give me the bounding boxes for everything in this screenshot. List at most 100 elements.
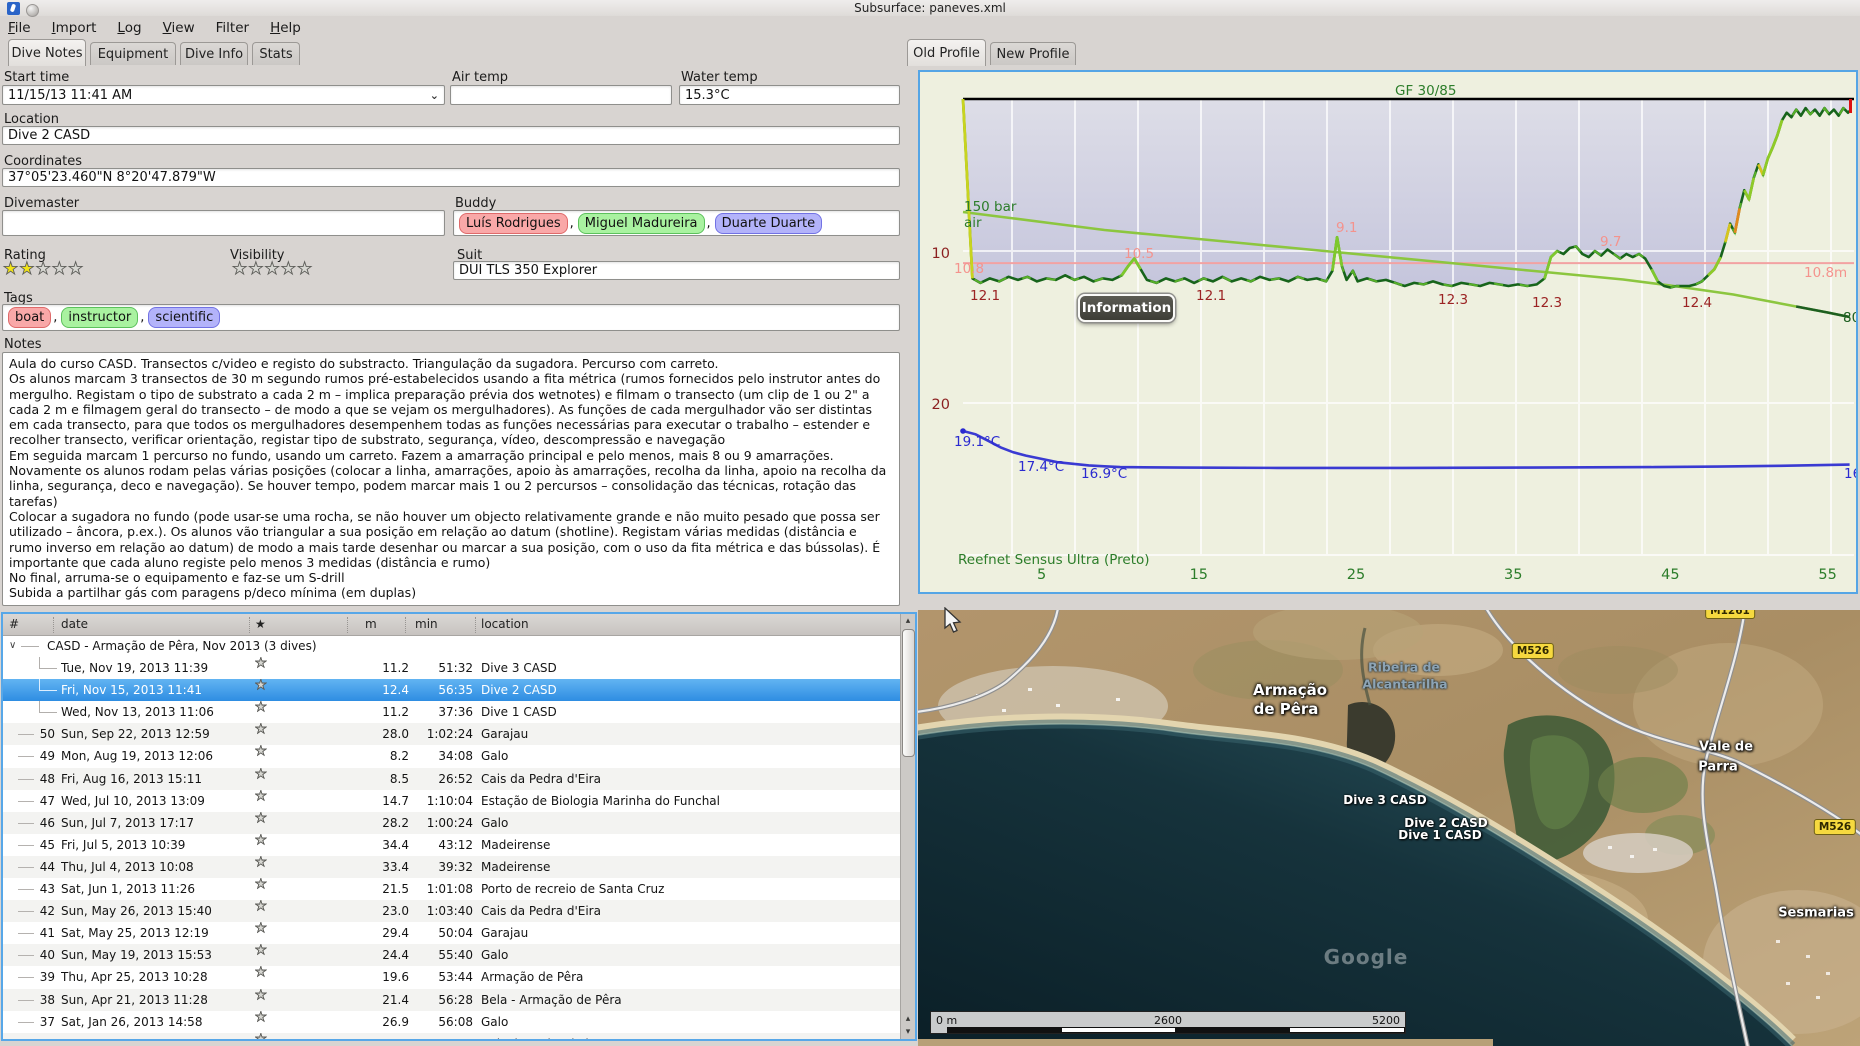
- dive-site-map[interactable]: Armação de Pêra Ribeira de Alcantarilha Vale…: [918, 610, 1860, 1046]
- road-badge: M526: [1511, 643, 1555, 659]
- menu-log[interactable]: Log: [117, 19, 142, 36]
- col-header[interactable]: date: [61, 617, 89, 631]
- star-icon: ★: [255, 811, 268, 826]
- buddy-input[interactable]: Luís Rodrigues, Miguel Madureira, Duarte D…: [453, 210, 900, 236]
- menubar: File Import Log View Filter Help: [8, 17, 301, 38]
- star-icon: ★: [255, 900, 268, 915]
- air-temp-input[interactable]: [450, 85, 672, 105]
- star-icon: ★: [255, 657, 268, 671]
- star-icon: ★: [255, 1032, 268, 1041]
- satellite-map-image: [918, 610, 1860, 1046]
- dive-row[interactable]: 40 Sun, May 19, 2013 15:53 ★ ★ ★ ★ ★ 24.4 55:40 G…: [3, 944, 900, 967]
- dive-row[interactable]: 50 Sun, Sep 22, 2013 12:59 ★ ★ ★ ★ ★ 28.0 1:02:2…: [3, 723, 900, 746]
- dive-row[interactable]: 41 Sat, May 25, 2013 12:19 ★ ★ ★ ★ ★ 29.4 50:04 G…: [3, 922, 900, 944]
- dive-row[interactable]: Fri, Nov 15, 2013 11:41 ★ ★ ★ ★ ★ 12.4 56:35 Div…: [3, 679, 900, 702]
- information-button[interactable]: Information: [1078, 294, 1175, 322]
- chip-scientific[interactable]: scientific: [148, 307, 221, 328]
- trip-row[interactable]: ∨ CASD - Armação de Pêra, Nov 2013 (3 di…: [3, 635, 900, 657]
- tab-dive-info[interactable]: Dive Info: [180, 42, 248, 65]
- star-icon: ★: [255, 679, 268, 694]
- rating-label: Rating: [4, 248, 46, 263]
- star-icon: ★: [3, 259, 20, 279]
- star-icon: ★: [255, 767, 268, 782]
- dive-row[interactable]: 46 Sun, Jul 7, 2013 17:17 ★ ★ ★ ★ ★ 28.2 1:00:24…: [3, 811, 900, 834]
- dive-row[interactable]: 37 Sat, Jan 26, 2013 14:58 ★ ★ ★ ★ ★ 26.9 56:08 G…: [3, 1011, 900, 1033]
- collapse-icon[interactable]: ∨: [9, 640, 17, 651]
- star-icon: ★: [255, 944, 268, 959]
- svg-text:10.8: 10.8: [954, 261, 984, 277]
- tab-equipment[interactable]: Equipment: [90, 42, 176, 65]
- tab-stats[interactable]: Stats: [252, 42, 300, 65]
- dive-row[interactable]: 48 Fri, Aug 16, 2013 15:11 ★ ★ ★ ★ ★ 8.5 26:52 Ca…: [3, 767, 900, 790]
- star-icon: ★: [255, 789, 268, 804]
- col-header[interactable]: location: [481, 617, 529, 631]
- star-icon: ★: [255, 833, 268, 848]
- water-temp-input[interactable]: 15.3°C: [679, 85, 900, 105]
- star-icon: ★: [255, 679, 268, 694]
- scale-mid-label: 2600: [1154, 1014, 1182, 1027]
- chip-boat[interactable]: boat: [8, 307, 52, 328]
- dive-row[interactable]: 38 Sun, Apr 21, 2013 11:28 ★ ★ ★ ★ ★ 21.4 56:28 B…: [3, 988, 900, 1011]
- menu-help[interactable]: Help: [270, 19, 301, 36]
- dive-row[interactable]: 42 Sun, May 26, 2013 15:40 ★ ★ ★ ★ ★ 23.0 1:03:4…: [3, 900, 900, 923]
- coordinates-input[interactable]: 37°05'23.460"N 8°20'47.879"W: [2, 168, 900, 187]
- star-icon: ★: [255, 1010, 268, 1025]
- dive-row[interactable]: 43 Sat, Jun 1, 2013 11:26 ★ ★ ★ ★ ★ 21.5 1:01:08…: [3, 878, 900, 900]
- tab-new-profile[interactable]: New Profile: [990, 42, 1076, 65]
- chip-instructor[interactable]: instructor: [61, 307, 139, 328]
- dive-row[interactable]: Tue, Nov 19, 2013 11:39 ★ ★ ★ ★ ★ 11.2 51:32 Div…: [3, 657, 900, 679]
- dive-row[interactable]: 47 Wed, Jul 10, 2013 13:09 ★ ★ ★ ★ ★ 14.7 1:10:0…: [3, 790, 900, 812]
- rating-stars[interactable]: ★★★★★: [3, 259, 85, 279]
- menu-view[interactable]: View: [162, 19, 195, 36]
- star-icon: ★: [255, 900, 268, 915]
- dive-row[interactable]: Wed, Nov 13, 2013 11:06 ★ ★ ★ ★ ★ 11.2 37:36 Div…: [3, 701, 900, 723]
- col-header[interactable]: m: [365, 617, 377, 631]
- col-header[interactable]: #: [9, 617, 20, 631]
- titlebar: Subsurface: paneves.xml: [0, 0, 1860, 17]
- scrollbar-thumb[interactable]: [902, 629, 915, 757]
- scroll-down-icon[interactable]: ▾: [905, 1027, 911, 1037]
- dive-list-scrollbar[interactable]: ▴ ▴ ▾: [900, 614, 915, 1039]
- tab-dive-notes[interactable]: Dive Notes: [8, 39, 86, 66]
- scroll-up-icon[interactable]: ▴: [905, 616, 911, 626]
- star-icon: ★: [255, 679, 268, 694]
- scroll-up2-icon[interactable]: ▴: [905, 1014, 911, 1024]
- menu-filter[interactable]: Filter: [215, 19, 250, 36]
- star-icon: ★: [255, 767, 268, 782]
- start-time-input[interactable]: 11/15/13 11:41 AM ⌄: [2, 85, 445, 105]
- dive-row[interactable]: 36Sun, Jan 20, 2013 12:33★★★★★21.758:36C…: [3, 1032, 900, 1041]
- dive-list[interactable]: # date ★ m min location ∨ CASD - Armação de P…: [1, 612, 917, 1041]
- tab-old-profile[interactable]: Old Profile: [907, 39, 986, 66]
- menu-import[interactable]: Import: [51, 19, 97, 36]
- chip-duarte-duarte[interactable]: Duarte Duarte: [714, 212, 823, 234]
- dive-site-label: Dive 2 CASD: [1404, 816, 1488, 830]
- star-icon: ★: [255, 988, 268, 1003]
- star-icon: ★: [255, 657, 268, 671]
- col-header[interactable]: min: [415, 617, 438, 631]
- svg-text:10: 10: [932, 246, 950, 262]
- dive-list-header[interactable]: # date ★ m min location: [3, 614, 900, 636]
- star-icon: ★: [255, 900, 268, 915]
- dive-row[interactable]: 45 Fri, Jul 5, 2013 10:39 ★ ★ ★ ★ ★ 34.4 43:12 Ma…: [3, 834, 900, 856]
- star-icon: ★: [68, 259, 85, 279]
- divemaster-input[interactable]: [2, 210, 445, 236]
- menu-file[interactable]: File: [8, 19, 31, 36]
- star-icon: ★: [255, 988, 268, 1003]
- tags-input[interactable]: boat, instructor, scientific: [2, 304, 900, 331]
- svg-text:25: 25: [1347, 567, 1365, 583]
- dive-row[interactable]: 49 Mon, Aug 19, 2013 12:06 ★ ★ ★ ★ ★ 8.2 34:08 Ga…: [3, 745, 900, 767]
- suit-input[interactable]: DUI TLS 350 Explorer: [453, 261, 900, 280]
- svg-text:35: 35: [1504, 567, 1522, 583]
- notes-input[interactable]: Aula do curso CASD. Transectos c/video e…: [2, 352, 900, 606]
- chip-miguel-madureira[interactable]: Miguel Madureira: [577, 212, 705, 234]
- visibility-stars[interactable]: ★★★★★: [232, 260, 313, 278]
- chip-luís-rodrigues[interactable]: Luís Rodrigues: [459, 212, 568, 234]
- dive-row[interactable]: 39 Thu, Apr 25, 2013 10:28 ★ ★ ★ ★ ★ 19.6 53:44 A…: [3, 966, 900, 988]
- location-input[interactable]: Dive 2 CASD: [2, 126, 900, 145]
- map-watermark: Google: [1323, 945, 1409, 969]
- dive-row[interactable]: 44 Thu, Jul 4, 2013 10:08 ★ ★ ★ ★ ★ 33.4 39:32 Ma…: [3, 855, 900, 878]
- col-header[interactable]: ★: [255, 617, 266, 631]
- road-badge: M526: [1813, 819, 1857, 835]
- star-icon: ★: [255, 966, 268, 981]
